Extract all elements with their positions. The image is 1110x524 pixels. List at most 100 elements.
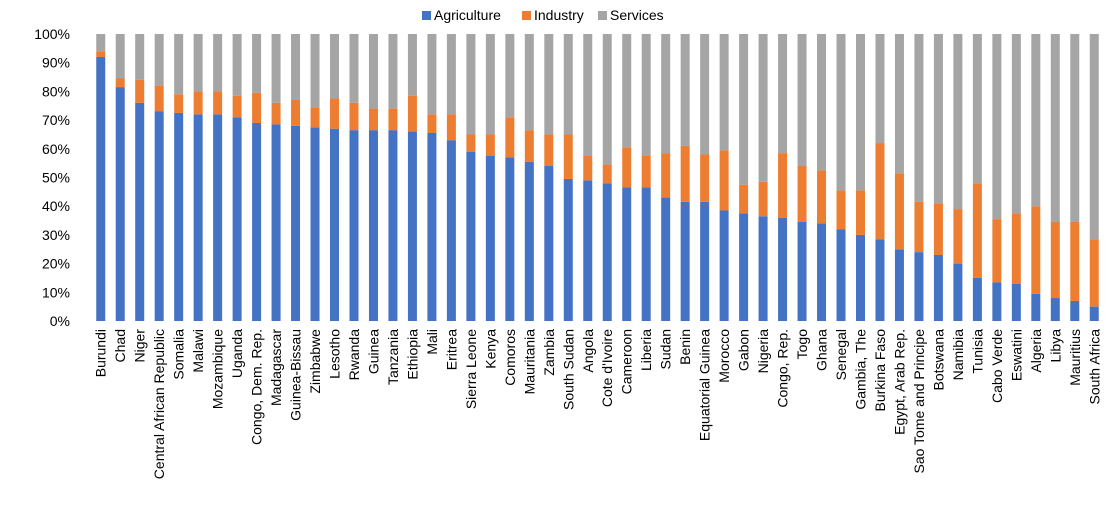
bar-agriculture-4 — [174, 112, 184, 322]
bar-agriculture-29 — [661, 197, 671, 321]
bar-industry-11 — [310, 107, 320, 128]
bar-services-31 — [700, 34, 710, 155]
bar-services-38 — [836, 34, 846, 191]
legend-swatch-agriculture — [422, 11, 431, 20]
bar-services-3 — [154, 34, 164, 86]
x-tick-label: South Africa — [1086, 329, 1102, 405]
y-tick-label: 30% — [42, 227, 70, 243]
bar-agriculture-43 — [933, 254, 943, 321]
x-tick-label: Botswana — [930, 329, 946, 391]
bar-services-1 — [115, 34, 125, 79]
x-tick-label: South Sudan — [560, 329, 576, 410]
bar-services-15 — [388, 34, 398, 109]
x-tick-label: Eswatini — [1008, 329, 1024, 381]
x-tick-label: Ghana — [814, 329, 830, 371]
bar-industry-17 — [427, 114, 437, 134]
x-tick-label: Ethiopia — [404, 329, 420, 380]
x-tick-label: Cabo Verde — [989, 329, 1005, 403]
bar-agriculture-31 — [700, 201, 710, 321]
y-tick-label: 60% — [42, 141, 70, 157]
bar-industry-38 — [836, 190, 846, 230]
bar-services-39 — [855, 34, 865, 191]
bar-agriculture-46 — [992, 282, 1002, 321]
bar-agriculture-34 — [758, 216, 768, 321]
bar-agriculture-19 — [466, 151, 476, 321]
bar-industry-51 — [1089, 239, 1099, 307]
bar-agriculture-2 — [135, 102, 145, 321]
x-tick-label: Liberia — [638, 329, 654, 371]
bar-services-13 — [349, 34, 359, 103]
x-tick-label: Somalia — [171, 329, 187, 380]
x-tick-label: Sierra Leone — [463, 329, 479, 409]
bar-industry-6 — [213, 91, 223, 115]
bar-industry-18 — [446, 114, 456, 141]
bar-services-12 — [330, 34, 340, 99]
bar-agriculture-3 — [154, 111, 164, 322]
bar-industry-42 — [914, 201, 924, 253]
bar-services-48 — [1031, 34, 1041, 207]
bar-industry-21 — [505, 117, 515, 158]
x-tick-label: Egypt, Arab Rep. — [891, 329, 907, 435]
bar-agriculture-10 — [291, 125, 301, 321]
bar-industry-29 — [661, 153, 671, 198]
x-tick-label: Central African Republic — [151, 329, 167, 479]
bar-services-6 — [213, 34, 223, 92]
bar-agriculture-11 — [310, 127, 320, 322]
bar-agriculture-16 — [407, 131, 417, 321]
bar-industry-39 — [855, 190, 865, 235]
bar-agriculture-25 — [583, 180, 593, 321]
x-tick-label: Equatorial Guinea — [697, 329, 713, 441]
bar-agriculture-15 — [388, 130, 398, 321]
bar-agriculture-27 — [622, 187, 632, 321]
x-tick-label: Mauritius — [1067, 329, 1083, 386]
x-tick-label: Sudan — [658, 329, 674, 369]
bar-services-23 — [544, 34, 554, 135]
bar-industry-20 — [485, 134, 495, 156]
bar-industry-41 — [894, 173, 904, 250]
bar-services-26 — [602, 34, 612, 165]
bar-services-17 — [427, 34, 437, 115]
bar-agriculture-6 — [213, 114, 223, 321]
bar-industry-45 — [972, 183, 982, 278]
bar-industry-14 — [368, 108, 378, 131]
bar-agriculture-14 — [368, 130, 378, 321]
x-tick-label: Kenya — [482, 329, 498, 369]
bar-industry-2 — [135, 79, 145, 103]
bar-agriculture-20 — [485, 155, 495, 321]
x-tick-label: Gabon — [736, 329, 752, 371]
bar-industry-5 — [193, 91, 203, 115]
bar-industry-48 — [1031, 206, 1041, 294]
bar-industry-16 — [407, 95, 417, 132]
legend-label-agriculture: Agriculture — [434, 7, 501, 23]
bar-industry-24 — [563, 134, 573, 179]
bar-services-0 — [96, 34, 106, 52]
bar-agriculture-12 — [330, 128, 340, 321]
bar-services-37 — [817, 34, 827, 171]
bar-services-21 — [505, 34, 515, 118]
bar-agriculture-8 — [252, 122, 262, 321]
bar-industry-50 — [1070, 221, 1080, 301]
x-tick-label: Algeria — [1028, 329, 1044, 373]
y-tick-label: 40% — [42, 198, 70, 214]
bar-industry-32 — [719, 150, 729, 211]
bar-agriculture-13 — [349, 130, 359, 321]
bar-agriculture-32 — [719, 210, 729, 321]
bar-industry-36 — [797, 166, 807, 222]
bar-agriculture-1 — [115, 87, 125, 321]
x-tick-label: Zambia — [541, 329, 557, 376]
bar-agriculture-35 — [778, 217, 788, 321]
bar-services-49 — [1050, 34, 1060, 222]
bar-agriculture-50 — [1070, 300, 1080, 321]
y-tick-label: 70% — [42, 112, 70, 128]
bar-agriculture-22 — [524, 161, 534, 321]
bar-services-18 — [446, 34, 456, 115]
bar-agriculture-44 — [953, 263, 963, 321]
x-tick-label: Congo, Rep. — [775, 329, 791, 408]
bar-agriculture-51 — [1089, 306, 1099, 321]
bar-services-35 — [778, 34, 788, 154]
bar-industry-44 — [953, 209, 963, 264]
bar-services-47 — [1011, 34, 1021, 214]
plot-area — [96, 34, 1099, 322]
x-tick-label: Guinea — [365, 329, 381, 374]
